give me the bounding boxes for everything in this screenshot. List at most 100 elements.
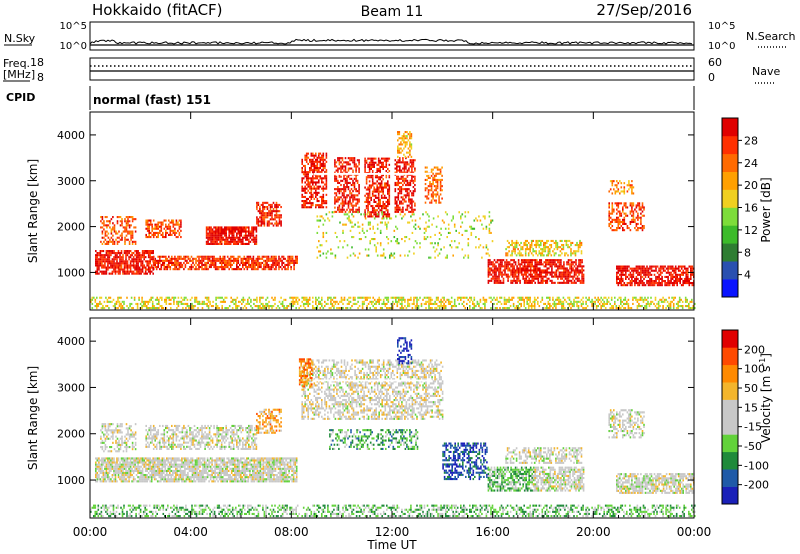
scatter-cell	[126, 270, 129, 273]
scatter-cell	[340, 184, 342, 187]
scatter-cell	[151, 223, 153, 226]
scatter-cell	[128, 232, 131, 235]
scatter-cell	[432, 195, 434, 198]
scatter-cell	[107, 260, 109, 263]
scatter-cell	[490, 279, 493, 282]
scatter-cell	[275, 214, 278, 217]
scatter-cell	[498, 263, 500, 266]
scatter-cell	[309, 185, 311, 188]
scatter-cell	[204, 296, 207, 299]
scatter-cell	[169, 259, 172, 262]
scatter-cell	[405, 171, 407, 174]
scatter-cell	[257, 268, 259, 271]
scatter-cell	[108, 256, 111, 259]
scatter-cell	[128, 270, 130, 273]
scatter-cell	[310, 179, 313, 182]
scatter-cell	[316, 160, 319, 163]
scatter-cell	[559, 302, 562, 305]
scatter-cell	[368, 188, 371, 191]
scatter-cell	[101, 258, 103, 261]
scatter-cell	[152, 231, 155, 234]
scatter-cell	[385, 200, 388, 203]
scatter-cell	[234, 226, 237, 229]
scatter-cell	[388, 196, 391, 199]
scatter-cell	[559, 300, 562, 303]
scatter-cell	[229, 261, 232, 264]
scatter-cell	[325, 181, 328, 184]
scatter-cell	[225, 240, 227, 243]
scatter-cell	[132, 262, 135, 265]
scatter-cell	[237, 236, 240, 239]
scatter-cell	[371, 190, 374, 193]
scatter-cell	[548, 263, 550, 266]
scatter-cell	[449, 300, 451, 303]
scatter-cell	[273, 261, 276, 264]
scatter-cell	[287, 266, 289, 269]
scatter-cell	[379, 165, 381, 168]
scatter-cell	[495, 267, 497, 270]
scatter-cell	[614, 229, 617, 232]
scatter-cell	[441, 305, 444, 308]
scatter-cell	[301, 162, 303, 165]
scatter-cell	[631, 204, 633, 207]
scatter-cell	[364, 213, 366, 216]
scatter-cell	[532, 271, 535, 274]
scatter-cell	[124, 220, 126, 223]
scatter-cell	[206, 296, 208, 299]
scatter-cell	[499, 300, 501, 303]
scatter-cell	[428, 307, 430, 310]
scatter-cell	[228, 240, 230, 243]
scatter-cell	[347, 163, 350, 166]
scatter-cell	[379, 200, 381, 203]
scatter-cell	[228, 232, 230, 235]
scatter-cell	[343, 184, 345, 187]
scatter-cell	[576, 275, 579, 278]
scatter-cell	[312, 307, 314, 310]
scatter-cell	[255, 257, 258, 260]
scatter-cell	[581, 259, 583, 262]
scatter-cell	[257, 255, 259, 258]
scatter-cell	[502, 279, 505, 282]
scatter-cell	[267, 259, 270, 262]
scatter-cell	[498, 265, 500, 268]
scatter-cell	[625, 265, 627, 268]
scatter-cell	[337, 198, 339, 201]
scatter-cell	[325, 152, 328, 155]
scatter-cell	[438, 172, 440, 175]
scatter-cell	[337, 196, 339, 199]
scatter-cell	[121, 236, 123, 239]
scatter-cell	[125, 228, 128, 231]
scatter-cell	[409, 171, 412, 174]
scatter-cell	[165, 268, 167, 271]
scatter-cell	[640, 220, 642, 223]
scatter-cell	[353, 163, 356, 166]
scatter-cell	[116, 256, 118, 259]
scatter-cell	[249, 257, 252, 260]
scatter-cell	[620, 182, 623, 185]
scatter-cell	[131, 264, 133, 267]
scatter-cell	[426, 187, 428, 190]
scatter-cell	[263, 206, 266, 209]
scatter-cell	[380, 205, 383, 208]
scatter-cell	[491, 298, 494, 301]
scatter-cell	[146, 252, 148, 255]
scatter-cell	[254, 236, 256, 239]
scatter-cell	[403, 137, 405, 140]
scatter-cell	[344, 179, 347, 182]
scatter-cell	[209, 300, 211, 303]
scatter-cell	[504, 267, 506, 270]
scatter-cell	[617, 204, 620, 207]
scatter-cell	[166, 227, 169, 230]
scatter-cell	[416, 305, 418, 308]
scatter-cell	[334, 163, 336, 166]
scatter-cell	[567, 271, 570, 274]
scatter-cell	[493, 296, 495, 299]
scatter-cell	[394, 184, 397, 187]
scatter-cell	[617, 265, 620, 268]
scatter-cell	[113, 230, 116, 233]
scatter-cell	[374, 196, 377, 199]
scatter-cell	[302, 206, 305, 209]
scatter-cell	[505, 275, 508, 278]
scatter-cell	[140, 272, 142, 275]
scatter-cell	[175, 231, 178, 234]
